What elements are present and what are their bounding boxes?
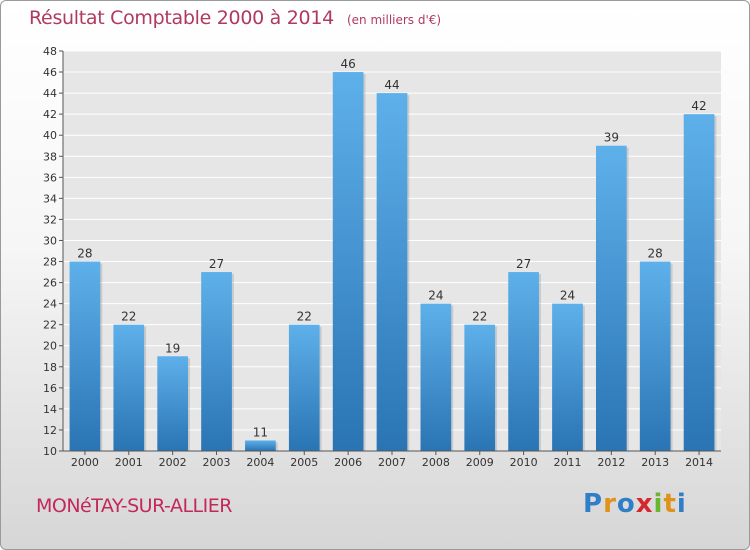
logo-letter: t — [663, 489, 677, 519]
bar — [245, 440, 276, 451]
x-tick-label: 2014 — [685, 456, 713, 469]
data-label: 24 — [428, 289, 443, 303]
y-tick-label: 38 — [43, 150, 57, 163]
bar — [157, 356, 189, 451]
x-tick-label: 2004 — [246, 456, 274, 469]
x-tick-label: 2003 — [203, 456, 231, 469]
y-tick-label: 22 — [43, 319, 57, 332]
bar — [639, 261, 671, 451]
x-tick-label: 2000 — [71, 456, 99, 469]
bar — [464, 324, 496, 451]
data-label: 28 — [77, 247, 92, 261]
y-tick-label: 26 — [43, 277, 57, 290]
bar — [683, 114, 715, 451]
bar — [508, 272, 539, 451]
data-label: 27 — [209, 257, 224, 271]
data-label: 28 — [648, 247, 663, 261]
y-tick-label: 16 — [43, 382, 57, 395]
proxiti-logo: Proxiti — [583, 489, 687, 519]
commune-name: MONéTAY-SUR-ALLIER — [36, 495, 232, 517]
y-tick-label: 28 — [43, 256, 57, 269]
logo-letter: x — [635, 489, 654, 519]
x-tick-label: 2008 — [422, 456, 450, 469]
y-tick-label: 46 — [43, 66, 57, 79]
y-tick-label: 34 — [43, 192, 57, 205]
title-unit: (en milliers d'€) — [346, 13, 442, 27]
logo-letter: i — [653, 489, 664, 519]
data-label: 42 — [691, 99, 706, 113]
data-label: 27 — [516, 257, 531, 271]
x-tick-label: 2002 — [159, 456, 187, 469]
y-tick-label: 42 — [43, 108, 57, 121]
logo-letter: o — [616, 489, 636, 519]
data-label: 11 — [253, 425, 268, 439]
logo-letter: i — [676, 489, 687, 519]
y-tick-label: 10 — [43, 445, 57, 458]
data-label: 22 — [121, 310, 136, 324]
x-tick-label: 2007 — [378, 456, 406, 469]
y-tick-label: 14 — [43, 403, 57, 416]
x-tick-label: 2006 — [334, 456, 362, 469]
title-main: Résultat Comptable 2000 à 2014 — [29, 7, 334, 29]
logo-letter: r — [603, 489, 617, 519]
x-tick-label: 2013 — [641, 456, 669, 469]
bar — [201, 272, 232, 451]
y-tick-label: 24 — [43, 298, 57, 311]
bar — [420, 303, 452, 451]
chart-title: Résultat Comptable 2000 à 2014 (en milli… — [29, 7, 441, 29]
data-label: 39 — [604, 131, 619, 145]
x-tick-label: 2009 — [466, 456, 494, 469]
data-label: 46 — [340, 57, 355, 71]
data-label: 44 — [384, 78, 399, 92]
logo-letter: P — [583, 489, 604, 519]
y-tick-label: 36 — [43, 171, 57, 184]
y-tick-label: 18 — [43, 361, 57, 374]
x-tick-label: 2012 — [597, 456, 625, 469]
y-tick-label: 30 — [43, 234, 57, 247]
data-label: 22 — [297, 310, 312, 324]
x-tick-label: 2010 — [510, 456, 538, 469]
bar — [595, 145, 627, 451]
y-tick-label: 48 — [43, 45, 57, 58]
y-tick-label: 32 — [43, 213, 57, 226]
x-tick-label: 2001 — [115, 456, 143, 469]
bar — [376, 93, 408, 452]
bar — [552, 303, 583, 451]
data-label: 24 — [560, 289, 575, 303]
y-tick-label: 40 — [43, 129, 57, 142]
bar — [113, 324, 145, 451]
y-tick-label: 20 — [43, 340, 57, 353]
bar — [288, 324, 320, 451]
bar — [332, 72, 364, 451]
x-tick-label: 2011 — [553, 456, 581, 469]
data-label: 19 — [165, 341, 180, 355]
y-tick-label: 44 — [43, 87, 57, 100]
y-tick-label: 12 — [43, 424, 57, 437]
data-label: 22 — [472, 310, 487, 324]
x-tick-label: 2005 — [290, 456, 318, 469]
bar — [69, 261, 101, 451]
